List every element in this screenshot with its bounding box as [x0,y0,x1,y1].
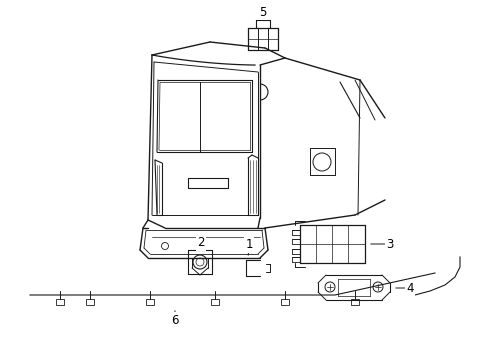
Text: 5: 5 [259,5,266,18]
FancyBboxPatch shape [281,299,288,305]
FancyBboxPatch shape [350,299,358,305]
Text: 3: 3 [386,238,393,251]
FancyBboxPatch shape [146,299,154,305]
FancyBboxPatch shape [86,299,94,305]
Text: 1: 1 [245,238,252,252]
FancyBboxPatch shape [210,299,219,305]
Text: 6: 6 [171,314,179,327]
FancyBboxPatch shape [56,299,64,305]
Text: 4: 4 [406,282,413,294]
Text: 2: 2 [197,237,204,249]
